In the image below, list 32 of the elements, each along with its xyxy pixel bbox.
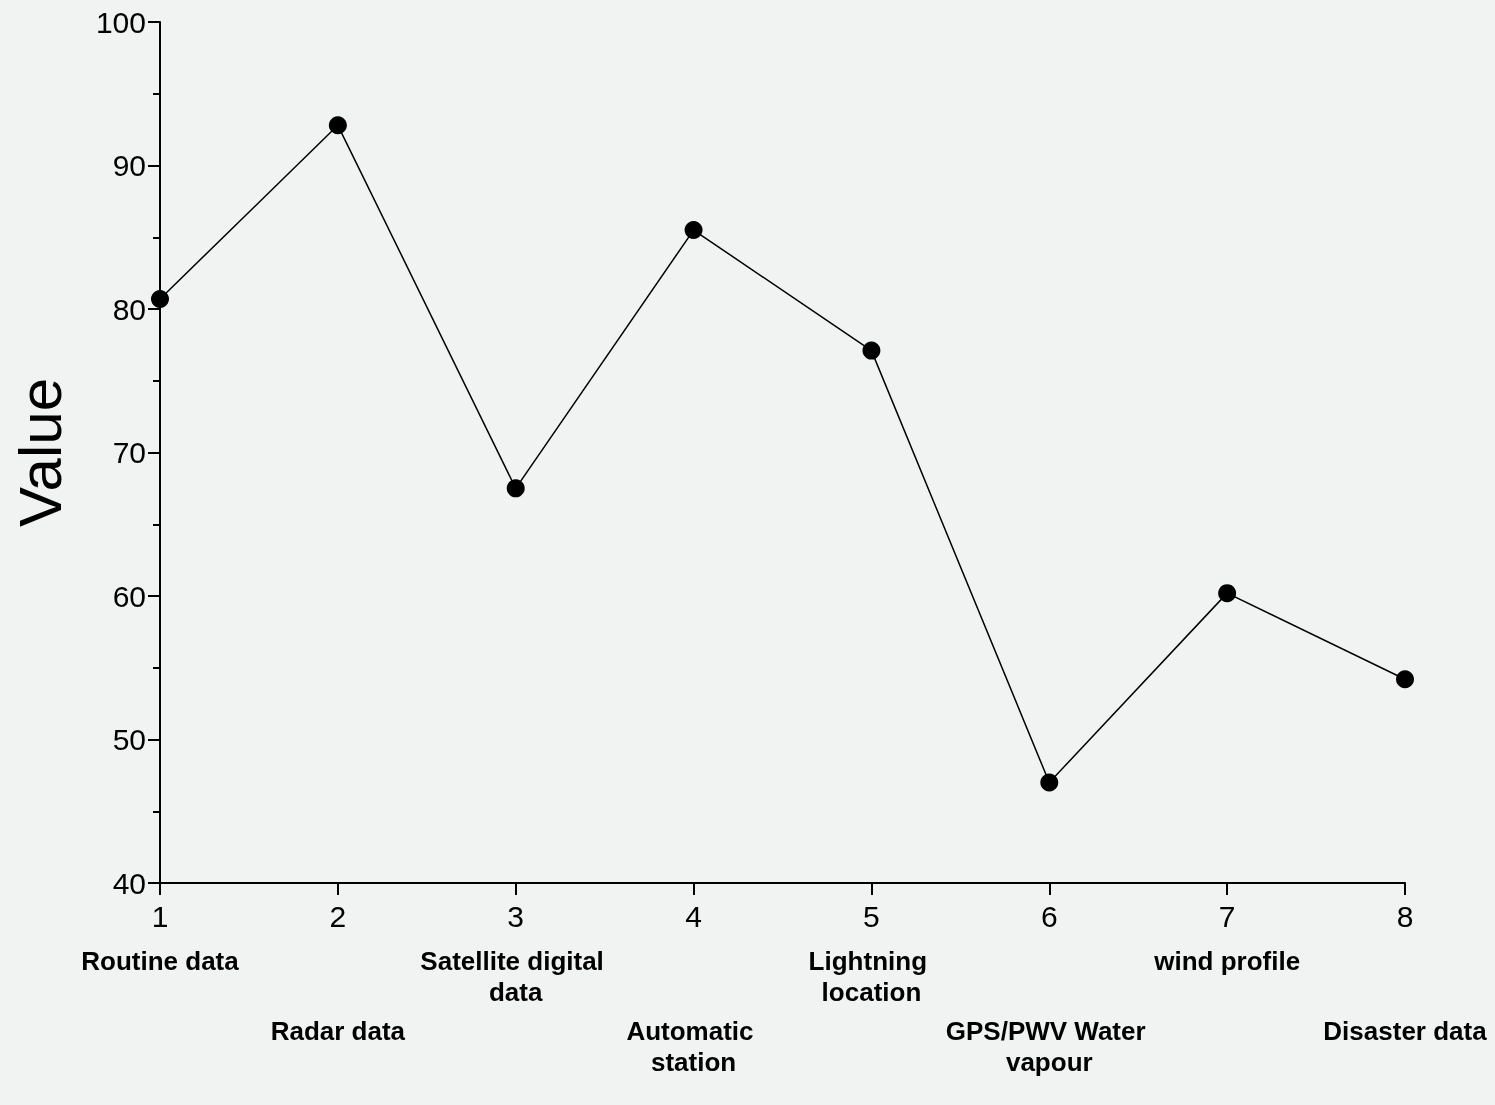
x-tick-label: 3 bbox=[507, 899, 525, 933]
y-tick-label: 40 bbox=[112, 866, 146, 900]
point bbox=[862, 341, 881, 360]
x-tick-label: 2 bbox=[329, 899, 347, 933]
point bbox=[1040, 773, 1059, 792]
text: GPS/PWV Water vapour bbox=[945, 1015, 1153, 1077]
text: Lightning location bbox=[808, 945, 935, 1007]
point bbox=[506, 479, 525, 498]
x-tick-label: 4 bbox=[685, 899, 702, 933]
text: Satellite digital data bbox=[420, 945, 612, 1007]
point bbox=[684, 221, 703, 240]
x-tick-label: 6 bbox=[1040, 899, 1058, 933]
text: wind profile bbox=[1153, 945, 1301, 976]
y-tick-label: 80 bbox=[112, 292, 146, 326]
point bbox=[328, 116, 347, 135]
y-tick-label: 50 bbox=[112, 723, 146, 756]
text: Radar data bbox=[270, 1015, 406, 1046]
point bbox=[151, 289, 169, 308]
text: Automatic station bbox=[626, 1015, 761, 1077]
y-tick-label: 100 bbox=[95, 5, 146, 39]
y-axis-title: Value bbox=[6, 377, 74, 528]
point bbox=[1218, 584, 1237, 603]
y-tick-label: 70 bbox=[112, 436, 146, 469]
point bbox=[1396, 670, 1414, 689]
text: Routine data bbox=[81, 945, 240, 976]
x-tick-label: 1 bbox=[151, 899, 169, 933]
x-tick-label: 5 bbox=[863, 899, 880, 933]
y-tick-label: 60 bbox=[112, 579, 146, 613]
x-tick-label: 7 bbox=[1218, 899, 1236, 933]
x-tick-label: 8 bbox=[1396, 899, 1414, 933]
text: Disaster data bbox=[1323, 1015, 1488, 1046]
y-tick-label: 90 bbox=[112, 149, 146, 182]
